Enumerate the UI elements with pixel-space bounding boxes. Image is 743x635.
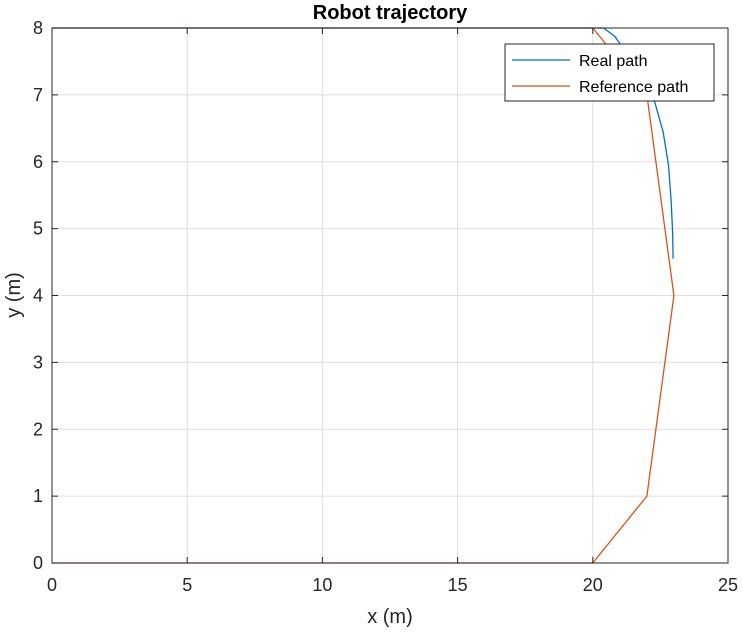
legend-box (504, 43, 715, 102)
x-tick-label: 10 (312, 575, 332, 595)
y-tick-label: 7 (33, 85, 43, 105)
chart-title: Robot trajectory (313, 2, 468, 24)
legend[interactable]: Real path Reference path (504, 43, 715, 102)
axis-ticks: 0 5 10 15 20 25 0 1 2 3 4 5 6 7 8 (33, 18, 738, 595)
y-tick-label: 0 (33, 553, 43, 573)
y-tick-label: 5 (33, 219, 43, 239)
y-axis-label: y (m) (3, 272, 25, 318)
x-tick-label: 15 (448, 575, 468, 595)
y-tick-label: 1 (33, 486, 43, 506)
x-tick-label: 20 (583, 575, 603, 595)
y-tick-label: 3 (33, 352, 43, 372)
y-tick-label: 6 (33, 152, 43, 172)
legend-label-real-path: Real path (579, 53, 648, 70)
x-tick-label: 0 (47, 575, 57, 595)
x-axis-label: x (m) (367, 606, 413, 628)
x-tick-label: 5 (182, 575, 192, 595)
x-tick-label: 25 (718, 575, 738, 595)
legend-label-reference-path: Reference path (579, 79, 688, 96)
y-tick-label: 4 (33, 286, 43, 306)
y-tick-label: 2 (33, 419, 43, 439)
y-tick-label: 8 (33, 18, 43, 38)
